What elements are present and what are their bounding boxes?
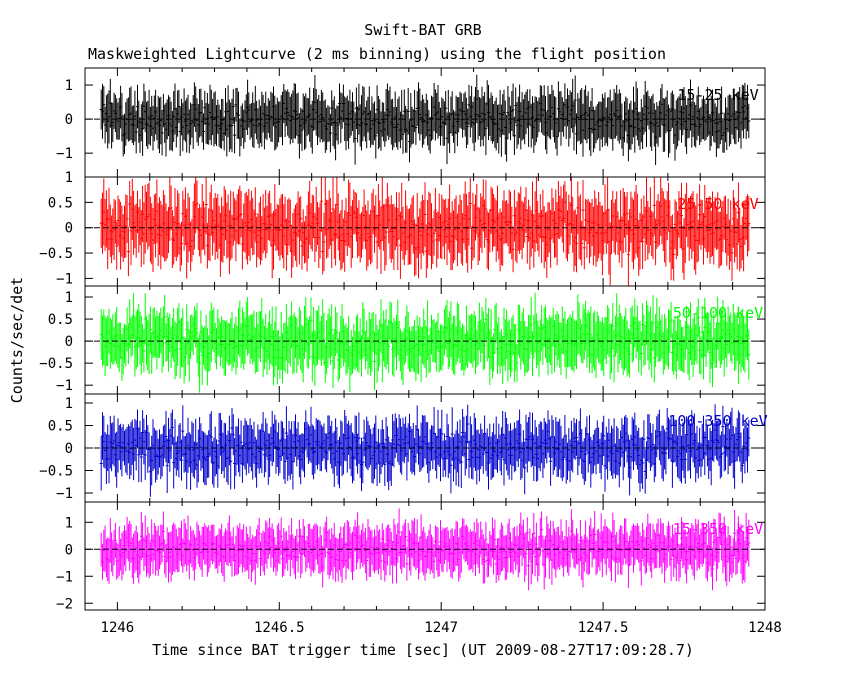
y-tick-label: 0.5 — [48, 312, 73, 328]
y-tick-label: 0.5 — [48, 195, 73, 211]
y-tick-label: 0.5 — [48, 419, 73, 435]
band-label-1: 15-25 keV — [677, 86, 758, 104]
y-tick-label: 0 — [65, 441, 73, 457]
y-tick-label: 1 — [65, 78, 73, 94]
chart-subtitle: Maskweighted Lightcurve (2 ms binning) u… — [88, 45, 666, 63]
y-tick-label: −1 — [56, 378, 73, 394]
y-tick-label: −0.5 — [39, 356, 73, 372]
panel-3: −1 −0.5 0 0.5 1 50-100 keV — [39, 285, 766, 395]
band-label-4: 100-350 keV — [668, 412, 767, 430]
y-tick-label: −0.5 — [39, 464, 73, 480]
panels-group: −1 0 1 15-25 keV −1 −0.5 0 0.5 1 25-50 keV −1 −0.5 0… — [39, 67, 782, 636]
panel-4: −1 −0.5 0 0.5 1 100-350 keV — [39, 393, 768, 503]
band-label-3: 50-100 keV — [673, 304, 763, 322]
panel-1: −1 0 1 15-25 keV — [56, 67, 766, 178]
chart-title: Swift-BAT GRB — [364, 21, 481, 39]
y-tick-label: 1 — [65, 170, 73, 186]
y-tick-label: 1 — [65, 396, 73, 412]
y-tick-label: 0 — [65, 112, 73, 128]
panel-2: −1 −0.5 0 0.5 1 25-50 keV — [39, 170, 766, 287]
y-tick-label: −1 — [56, 271, 73, 287]
x-axis-label: Time since BAT trigger time [sec] (UT 20… — [152, 641, 694, 659]
y-tick-label: −1 — [56, 486, 73, 502]
y-tick-label: 0 — [65, 334, 73, 350]
y-tick-label: −0.5 — [39, 246, 73, 262]
y-tick-label: 1 — [65, 290, 73, 306]
y-tick-label: 0 — [65, 221, 73, 237]
panel-5: −2−101 15-350 keV — [56, 501, 766, 612]
series-2 — [99, 177, 751, 286]
y-tick-label: −1 — [56, 146, 73, 162]
series-4 — [99, 404, 751, 497]
band-label-2: 25-50 keV — [677, 195, 758, 213]
series-1 — [99, 74, 751, 165]
y-axis-label: Counts/sec/det — [8, 277, 26, 403]
series-3 — [99, 292, 751, 393]
series-5 — [99, 508, 751, 591]
